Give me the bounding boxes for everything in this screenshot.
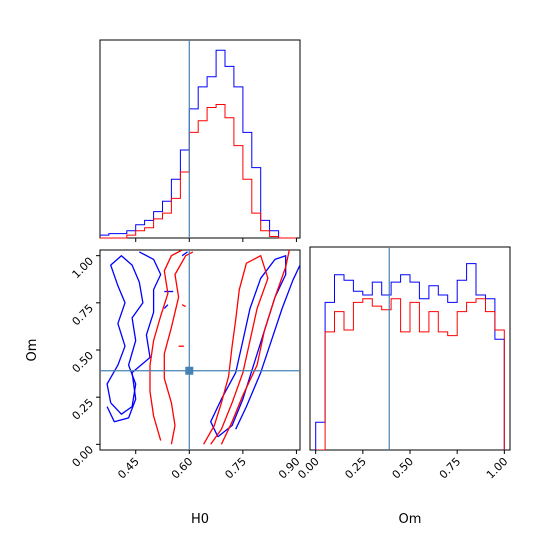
contour-y-tick-label-1: 0.25 — [70, 396, 97, 423]
contour-line-red-4 — [181, 304, 187, 308]
contour-y-tick-label-0: 0.00 — [70, 443, 97, 470]
contour-line-red-3 — [220, 250, 290, 445]
om-x-tick-label-3: 0.75 — [437, 455, 464, 482]
contour-y-tick-label-3: 0.75 — [70, 302, 97, 329]
contour-line-blue-5 — [163, 304, 169, 309]
contour-x-tick-label-2: 0.75 — [222, 455, 249, 482]
om-histogram-marks — [315, 247, 505, 450]
om-x-ticks: 0.00 0.25 0.50 0.75 1.00 — [295, 450, 510, 481]
om-x-tick-label-4: 1.00 — [484, 455, 511, 482]
h0-histogram-step-red — [100, 104, 297, 239]
contour-truth-marker — [185, 366, 194, 375]
contour-lines — [100, 250, 300, 450]
om-x-tick-label-0: 0.00 — [295, 455, 322, 482]
contour-x-tick-label-1: 0.60 — [169, 455, 196, 482]
contour-x-ticks: 0.45 0.60 0.75 0.90 — [115, 450, 303, 482]
om-x-tick-label-1: 0.25 — [342, 455, 369, 482]
contour-line-blue-1 — [210, 255, 287, 438]
h0-histogram-step-blue — [100, 49, 297, 239]
om-x-axis-label: Om — [399, 512, 422, 527]
h0-histogram-panel — [99, 39, 301, 242]
contour-marks — [100, 250, 300, 450]
h0-histogram-marks — [100, 40, 297, 242]
contour-panel: 0.45 0.60 0.75 0.90 0.000.250.500.751.00 H0… — [25, 249, 303, 527]
om-histogram-step-red — [315, 298, 505, 450]
contour-y-ticks: 0.00 0.25 0.50 0.75 1.00 — [70, 255, 100, 470]
contour-line-blue-3 — [106, 251, 162, 423]
contour-frame — [99, 249, 301, 451]
contour-y-tick-label-4: 1.00 — [70, 255, 97, 282]
om-x-tick-label-2: 0.50 — [390, 455, 417, 482]
contour-line-blue-6 — [181, 251, 188, 257]
contour-line-red-2 — [203, 255, 269, 445]
om-histogram-panel: 0.00 0.25 0.50 0.75 1.00 Om — [295, 246, 511, 527]
contour-y-tick-label-2: 0.50 — [70, 349, 97, 376]
contour-y-axis-label: Om — [25, 339, 40, 362]
h0-histogram-frame — [99, 39, 301, 239]
contour-line-red-0 — [163, 251, 194, 445]
contour-x-tick-label-0: 0.45 — [115, 455, 142, 482]
om-histogram-lines — [315, 247, 505, 450]
contour-line-blue-0 — [235, 264, 300, 430]
contour-line-red-1 — [149, 250, 183, 441]
contour-line-blue-2 — [106, 255, 144, 415]
om-histogram-step-blue — [315, 263, 505, 450]
contour-x-axis-label: H0 — [191, 512, 209, 527]
